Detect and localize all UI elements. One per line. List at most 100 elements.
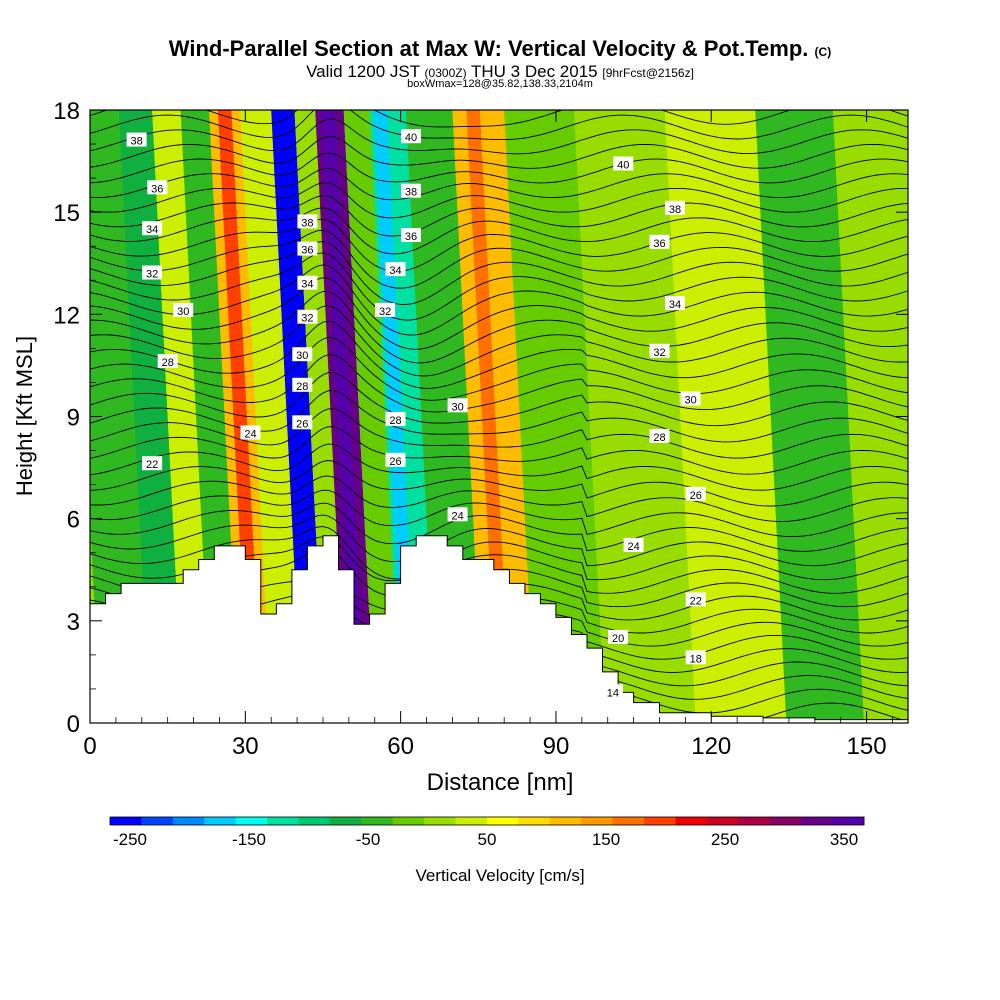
contour-label-bg bbox=[613, 156, 634, 171]
colorbar-swatch bbox=[235, 817, 268, 825]
contour-label-text: 28 bbox=[653, 432, 665, 444]
isentrope-line bbox=[90, 426, 908, 475]
valid-time-text: Valid 1200 JST bbox=[306, 62, 420, 81]
valid-time-utc: (0300Z) bbox=[424, 66, 467, 80]
x-tick-label: 0 bbox=[83, 733, 96, 760]
contour-label: 38 bbox=[401, 183, 421, 199]
isentrope-line bbox=[90, 460, 908, 507]
contour-label-bg bbox=[297, 214, 318, 229]
contour-label-text: 28 bbox=[162, 357, 174, 369]
contour-label-text: 32 bbox=[653, 347, 665, 359]
contour-label-bg bbox=[292, 415, 313, 430]
colorbar-swatch bbox=[801, 817, 834, 825]
contour-label-bg bbox=[649, 428, 670, 443]
isentrope-line bbox=[90, 229, 908, 289]
isentrope-line bbox=[90, 443, 908, 491]
isentrope-line bbox=[90, 182, 908, 219]
contour-label: 36 bbox=[297, 241, 318, 257]
contour-label-text: 36 bbox=[653, 238, 665, 250]
contour-label-text: 38 bbox=[669, 204, 681, 216]
contour-label: 30 bbox=[292, 347, 313, 362]
contour-label-bg bbox=[649, 343, 670, 358]
x-tick-label: 60 bbox=[387, 733, 414, 760]
isentrope-line bbox=[90, 135, 908, 169]
contour-label: 32 bbox=[297, 309, 318, 325]
isentrope-line bbox=[90, 371, 908, 427]
contour-label-bg bbox=[401, 129, 421, 144]
colorbar-swatch bbox=[549, 817, 582, 825]
contour-label-text: 32 bbox=[301, 313, 313, 325]
forecast-info: [9hrFcst@2156z] bbox=[602, 66, 694, 80]
colorbar-swatch bbox=[141, 817, 174, 825]
contour-label-text: 34 bbox=[389, 265, 401, 277]
contour-label-text: 40 bbox=[617, 160, 629, 172]
contour-label-bg bbox=[680, 391, 701, 406]
x-axis-label: Distance [nm] bbox=[427, 769, 574, 796]
colorbar-swatch bbox=[644, 817, 676, 825]
contour-label-bg bbox=[142, 221, 163, 236]
y-tick-label: 9 bbox=[67, 405, 80, 432]
colorbar-swatch bbox=[172, 817, 205, 825]
contour-label-text: 24 bbox=[451, 510, 463, 522]
contour-label-text: 34 bbox=[146, 224, 158, 236]
isentrope-line bbox=[90, 354, 908, 413]
contour-label-bg bbox=[297, 241, 318, 256]
y-tick-label: 0 bbox=[67, 711, 80, 738]
contour-label-bg bbox=[126, 132, 147, 147]
contour-label-text: 30 bbox=[296, 350, 308, 362]
contour-label: 24 bbox=[240, 425, 261, 441]
contour-label: 40 bbox=[401, 129, 421, 144]
contour-label: 36 bbox=[649, 234, 670, 250]
contour-label-bg bbox=[385, 452, 406, 467]
isentrope-line bbox=[90, 514, 908, 567]
terrain-mask bbox=[90, 535, 908, 723]
contour-label: 36 bbox=[401, 228, 421, 243]
isentrope-line bbox=[90, 110, 908, 141]
contour-label-text: 28 bbox=[389, 415, 401, 427]
colorbar-label: Vertical Velocity [cm/s] bbox=[415, 866, 584, 885]
isentrope-line bbox=[90, 502, 908, 552]
contour-label-text: 34 bbox=[669, 299, 681, 311]
contour-label-text: 36 bbox=[151, 183, 163, 195]
isentrope-line bbox=[90, 320, 908, 389]
contour-label-text: 38 bbox=[405, 187, 417, 199]
contour-label: 28 bbox=[157, 354, 178, 369]
contour-label: 34 bbox=[665, 296, 685, 311]
colorbar-swatch bbox=[706, 817, 739, 825]
isentrope-line bbox=[90, 475, 908, 522]
isentrope-line bbox=[90, 489, 908, 538]
contour-label: 38 bbox=[665, 200, 685, 216]
contour-label-bg bbox=[649, 234, 670, 249]
colorbar-swatch bbox=[738, 817, 771, 825]
contour-label: 28 bbox=[292, 377, 313, 393]
colorbar-swatch bbox=[267, 817, 299, 825]
contour-label: 26 bbox=[385, 452, 406, 468]
colorbar-swatch bbox=[329, 817, 362, 825]
contour-label: 32 bbox=[142, 265, 163, 281]
y-axis-label: Height [Kft MSL] bbox=[12, 336, 37, 496]
colorbar-tick-label: 350 bbox=[830, 830, 858, 849]
colorbar-swatch bbox=[581, 817, 614, 825]
isentrope-line bbox=[90, 218, 908, 272]
contour-label: 20 bbox=[608, 629, 629, 645]
contour-label: 18 bbox=[685, 650, 706, 665]
x-tick-label: 120 bbox=[691, 733, 731, 760]
contour-label-bg bbox=[297, 275, 318, 290]
contour-label: 34 bbox=[297, 275, 318, 291]
colorbar-swatch bbox=[455, 817, 488, 825]
contour-label: 30 bbox=[173, 302, 194, 318]
contour-label-bg bbox=[685, 592, 706, 607]
contour-label-bg bbox=[608, 629, 629, 644]
velocity-core bbox=[321, 110, 366, 723]
contour-label-text: 26 bbox=[389, 456, 401, 468]
contour-label-bg bbox=[665, 200, 685, 215]
contour-labels: 38 36 34 32 30 28 24 22 38 36 34 32 30 28 26 40 38 36 34 32… bbox=[126, 129, 706, 699]
contour-label: 24 bbox=[447, 507, 468, 522]
velocity-band bbox=[118, 110, 184, 723]
isentrope-line bbox=[90, 305, 908, 377]
contour-label-text: 14 bbox=[607, 687, 619, 699]
colorbar-swatch bbox=[424, 817, 457, 825]
contour-label-bg bbox=[623, 537, 644, 552]
contour-label: 22 bbox=[142, 456, 163, 471]
